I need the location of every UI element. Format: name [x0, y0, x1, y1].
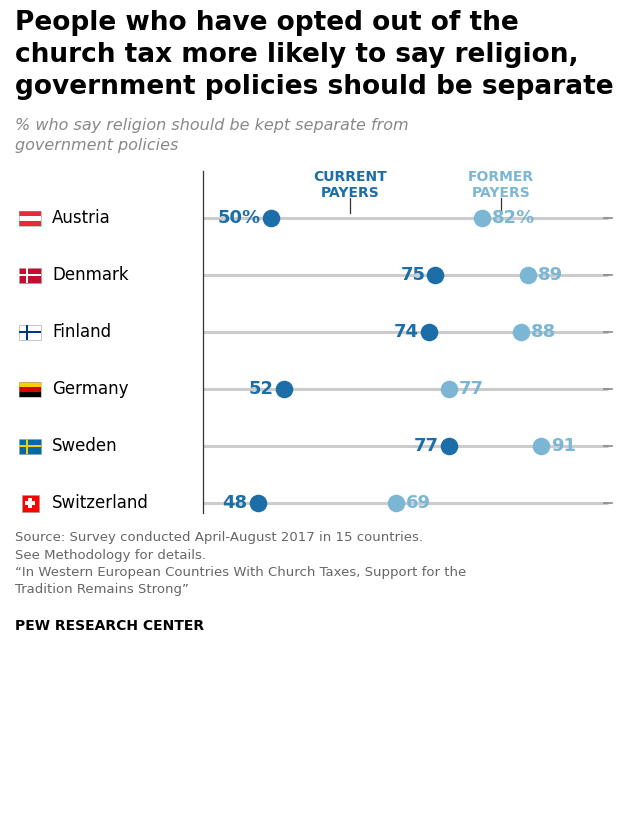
Text: 48: 48 [223, 494, 247, 512]
Point [424, 325, 434, 339]
Text: 50%: 50% [218, 209, 261, 227]
Bar [28, 497, 32, 508]
Text: 69: 69 [406, 494, 431, 512]
Text: 74: 74 [394, 323, 419, 341]
Text: church tax more likely to say religion,: church tax more likely to say religion, [15, 42, 578, 68]
Text: 75: 75 [401, 266, 425, 284]
Bar [25, 501, 35, 505]
Text: 52: 52 [249, 380, 274, 398]
Text: Denmark: Denmark [52, 266, 128, 284]
Bar [19, 381, 41, 386]
Bar [19, 267, 41, 282]
Point [536, 439, 546, 453]
Text: 82%: 82% [492, 209, 534, 227]
Bar [19, 220, 41, 225]
Text: FORMER
PAYERS: FORMER PAYERS [468, 170, 534, 200]
Text: 77: 77 [414, 437, 438, 455]
Point [444, 382, 454, 396]
Bar [26, 324, 29, 339]
Bar [19, 211, 41, 216]
Text: Sweden: Sweden [52, 437, 118, 455]
Bar [19, 438, 41, 454]
Text: government policies should be separate: government policies should be separate [15, 74, 614, 100]
Bar [19, 444, 41, 447]
Bar [26, 267, 29, 282]
Text: 89: 89 [538, 266, 563, 284]
Text: PEW RESEARCH CENTER: PEW RESEARCH CENTER [15, 619, 204, 633]
Text: Switzerland: Switzerland [52, 494, 149, 512]
Text: Germany: Germany [52, 380, 128, 398]
Bar [19, 324, 41, 339]
Bar [19, 331, 41, 333]
Bar [26, 438, 29, 454]
Point [253, 496, 263, 510]
Point [523, 268, 533, 281]
Point [430, 268, 440, 281]
Text: Source: Survey conducted April-August 2017 in 15 countries.
See Methodology for : Source: Survey conducted April-August 20… [15, 531, 466, 596]
Bar [19, 391, 41, 396]
Bar [19, 211, 41, 225]
Text: Austria: Austria [52, 209, 111, 227]
Text: CURRENT
PAYERS: CURRENT PAYERS [313, 170, 387, 200]
Bar [22, 495, 38, 512]
Bar [19, 274, 41, 276]
Text: People who have opted out of the: People who have opted out of the [15, 10, 519, 36]
Point [391, 496, 401, 510]
Point [516, 325, 526, 339]
Text: % who say religion should be kept separate from
government policies: % who say religion should be kept separa… [15, 118, 409, 153]
Point [444, 439, 454, 453]
Point [477, 212, 487, 225]
Point [279, 382, 289, 396]
Text: Finland: Finland [52, 323, 111, 341]
Text: 77: 77 [459, 380, 484, 398]
Bar [19, 216, 41, 220]
Bar [19, 381, 41, 396]
Bar [19, 386, 41, 391]
Point [266, 212, 276, 225]
Text: 88: 88 [531, 323, 556, 341]
Text: 91: 91 [551, 437, 576, 455]
